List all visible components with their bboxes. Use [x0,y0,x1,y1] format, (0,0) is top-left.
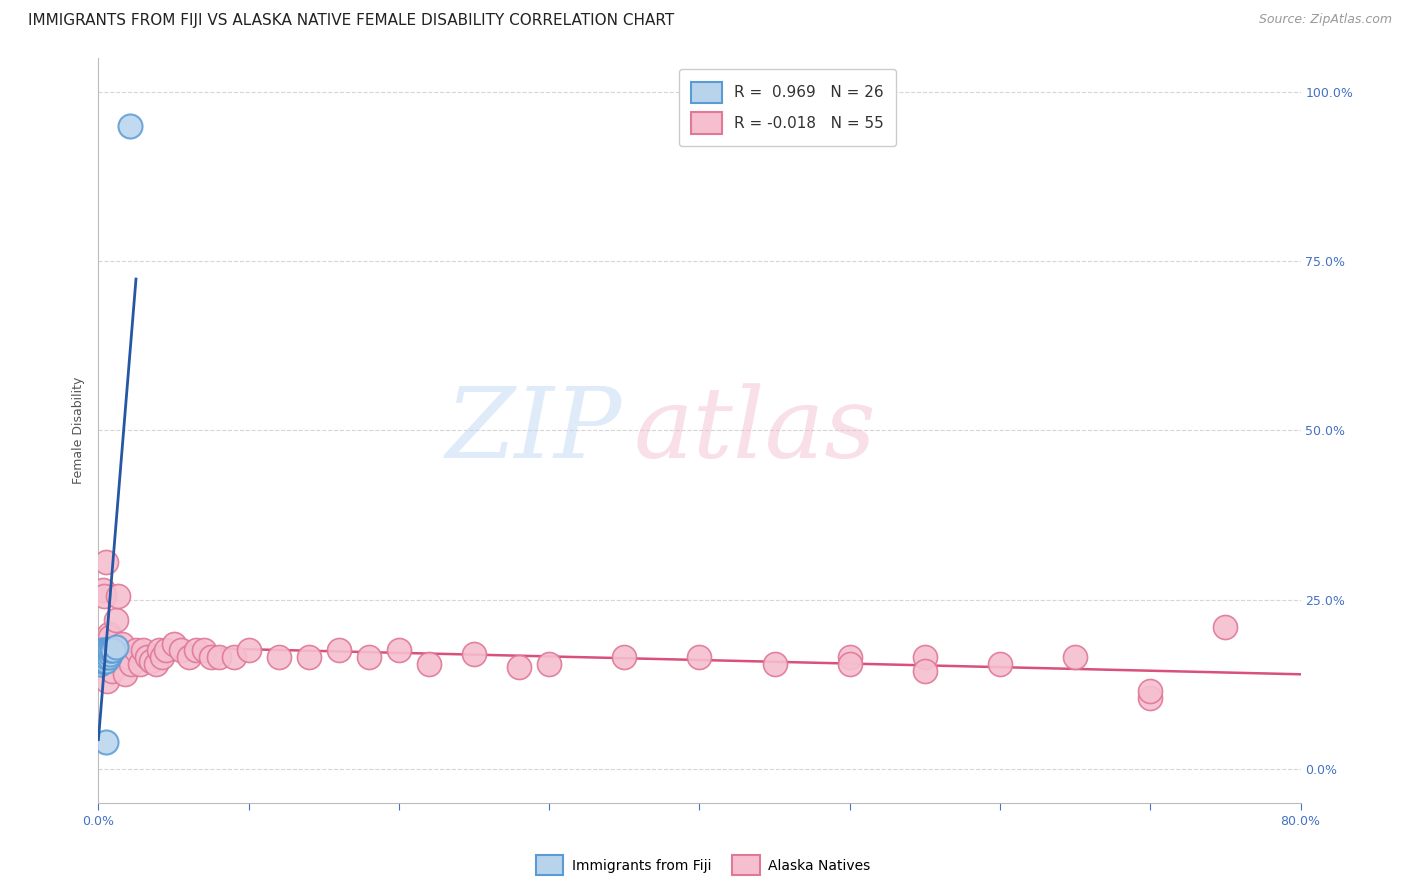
Text: IMMIGRANTS FROM FIJI VS ALASKA NATIVE FEMALE DISABILITY CORRELATION CHART: IMMIGRANTS FROM FIJI VS ALASKA NATIVE FE… [28,13,675,29]
Point [91,582,114,597]
Point [357,650,380,665]
Point [90,650,112,665]
Point [267,650,290,665]
Point [111,637,134,651]
Point [1139,684,1161,698]
Point [388,643,411,657]
Point [94,735,117,749]
Point [103,643,125,657]
Point [538,657,561,671]
Point [100,630,122,644]
Point [101,664,124,678]
Point [90,647,112,661]
Point [89,657,111,671]
Point [90,643,112,657]
Point [97,650,120,665]
Legend: Immigrants from Fiji, Alaska Natives: Immigrants from Fiji, Alaska Natives [530,850,876,880]
Point [129,657,152,671]
Point [97,643,120,657]
Point [91,650,114,665]
Point [90,654,112,668]
Text: atlas: atlas [633,383,876,478]
Point [110,650,132,665]
Point [1215,620,1237,634]
Point [94,556,117,570]
Point [148,643,170,657]
Point [89,647,111,661]
Point [100,647,122,661]
Point [105,640,128,654]
Point [105,613,128,627]
Point [155,643,177,657]
Point [838,657,860,671]
Point [135,650,157,665]
Point [208,650,231,665]
Point [838,650,860,665]
Point [118,119,141,133]
Point [1064,650,1087,665]
Text: Source: ZipAtlas.com: Source: ZipAtlas.com [1258,13,1392,27]
Point [177,650,200,665]
Legend: R =  0.969   N = 26, R = -0.018   N = 55: R = 0.969 N = 26, R = -0.018 N = 55 [679,70,896,146]
Point [103,650,125,665]
Point [150,650,173,665]
Point [298,650,321,665]
Point [613,650,636,665]
Text: ZIP: ZIP [446,383,621,478]
Point [193,643,215,657]
Point [100,643,122,657]
Point [107,589,129,603]
Point [96,647,118,661]
Point [125,643,148,657]
Point [94,643,117,657]
Point [97,626,120,640]
Point [328,643,350,657]
Point [117,650,139,665]
Point [94,654,117,668]
Point [238,643,260,657]
Point [763,657,786,671]
Point [914,664,936,678]
Point [418,657,440,671]
Point [93,647,115,661]
Point [200,650,222,665]
Point [222,650,245,665]
Point [93,650,115,665]
Point [96,673,118,688]
Point [139,654,162,668]
Point [121,657,143,671]
Point [689,650,711,665]
Point [91,654,114,668]
Point [93,643,115,657]
Point [91,647,114,661]
Point [101,643,124,657]
Point [1139,690,1161,705]
Y-axis label: Female Disability: Female Disability [72,376,86,484]
Point [114,667,136,681]
Point [508,660,530,674]
Point [914,650,936,665]
Point [988,657,1011,671]
Point [184,643,207,657]
Point [463,647,485,661]
Point [145,657,167,671]
Point [96,643,118,657]
Point [94,650,117,665]
Point [162,637,184,651]
Point [170,643,193,657]
Point [93,589,115,603]
Point [89,650,111,665]
Point [132,643,155,657]
